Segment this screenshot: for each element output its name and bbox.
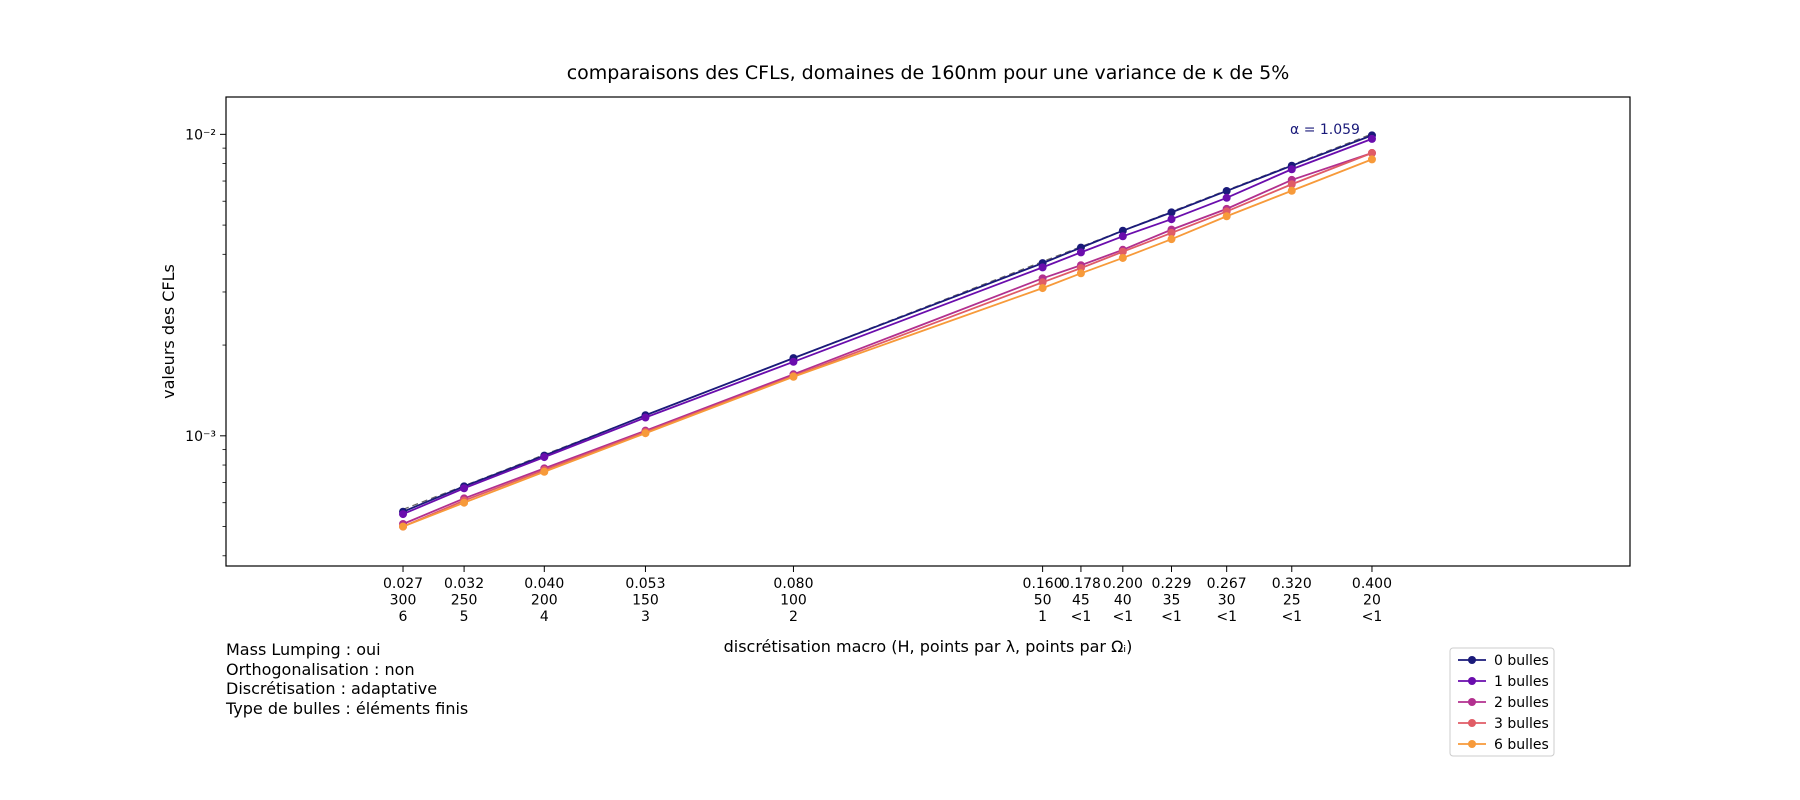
- legend-swatch-marker: [1468, 740, 1476, 748]
- x-tick-label: 150: [632, 593, 659, 609]
- data-point: [1038, 284, 1047, 293]
- x-tick-label: 4: [540, 609, 549, 625]
- data-point: [1367, 155, 1376, 164]
- note-mass-lumping: Mass Lumping : oui: [226, 640, 381, 659]
- x-tick-label: 0.160: [1023, 576, 1063, 592]
- data-point: [399, 510, 408, 519]
- data-point: [1287, 186, 1296, 195]
- x-tick-label: 0.320: [1272, 576, 1312, 592]
- data-point: [1038, 263, 1047, 272]
- y-axis-label: valeurs des CFLs: [159, 264, 178, 399]
- data-point: [1076, 248, 1085, 257]
- legend-label: 1 bulles: [1494, 674, 1549, 690]
- legend-box: [1449, 647, 1555, 757]
- data-point: [789, 357, 798, 366]
- data-point: [1167, 228, 1176, 237]
- series-line-1: [402, 138, 1373, 515]
- x-tick-label: 30: [1218, 593, 1236, 609]
- x-tick-label: 3: [641, 609, 650, 625]
- legend-swatch-marker: [1468, 677, 1476, 685]
- legend-label: 0 bulles: [1494, 653, 1549, 669]
- legend-swatch-marker: [1468, 656, 1476, 664]
- note-orthogonalisation: Orthogonalisation : non: [226, 659, 415, 679]
- x-tick-label: <1: [1161, 609, 1182, 625]
- x-tick-label: 40: [1114, 593, 1132, 609]
- x-tick-label: 0.080: [773, 576, 813, 592]
- data-point: [1287, 180, 1296, 189]
- x-tick-label: 50: [1034, 593, 1052, 609]
- data-point: [1167, 215, 1176, 224]
- x-tick-label: <1: [1281, 609, 1302, 625]
- x-tick-label: 25: [1283, 593, 1301, 609]
- x-tick-label: 5: [460, 609, 469, 625]
- data-point: [1118, 247, 1127, 256]
- data-point: [1118, 253, 1127, 262]
- data-point: [1038, 278, 1047, 287]
- data-point: [789, 372, 798, 381]
- data-point: [1118, 232, 1127, 241]
- x-axis-label: discrétisation macro (H, points par λ, p…: [724, 637, 1133, 656]
- data-point: [460, 484, 469, 493]
- y-tick-label: 10⁻²: [185, 127, 216, 143]
- x-tick-label: 0.200: [1103, 576, 1143, 592]
- x-tick-label: 0.267: [1207, 576, 1247, 592]
- series-line-4: [402, 158, 1373, 528]
- settings-notes: Mass Lumping : oui Orthogonalisation : n…: [226, 640, 468, 718]
- data-point: [1222, 193, 1231, 202]
- x-tick-label: 300: [390, 593, 417, 609]
- x-tick-label: 2: [789, 609, 798, 625]
- legend-swatch-marker: [1468, 719, 1476, 727]
- data-point: [540, 467, 549, 476]
- x-tick-label: <1: [1071, 609, 1092, 625]
- data-point: [460, 498, 469, 507]
- note-discretisation: Discrétisation : adaptative: [226, 679, 438, 698]
- data-point: [1222, 186, 1231, 195]
- data-point: [1222, 212, 1231, 221]
- x-tick-label: 100: [780, 593, 807, 609]
- x-tick-label: 0.053: [625, 576, 665, 592]
- legend-label: 3 bulles: [1494, 716, 1549, 732]
- x-tick-label: 200: [531, 593, 558, 609]
- x-tick-label: 0.032: [444, 576, 484, 592]
- x-tick-label: 0.178: [1061, 576, 1101, 592]
- legend-label: 6 bulles: [1494, 737, 1549, 753]
- x-tick-label: 6: [399, 609, 408, 625]
- x-tick-label: 0.400: [1352, 576, 1392, 592]
- x-tick-label: <1: [1216, 609, 1237, 625]
- alpha-annotation: α = 1.059: [1290, 122, 1360, 138]
- chart-title: comparaisons des CFLs, domaines de 160nm…: [567, 62, 1290, 84]
- data-point: [1367, 149, 1376, 158]
- series-line-2: [402, 152, 1373, 525]
- data-point: [1167, 235, 1176, 244]
- x-tick-label: 35: [1163, 593, 1181, 609]
- x-tick-label: 0.027: [383, 576, 423, 592]
- data-point: [1167, 208, 1176, 217]
- legend-label: 2 bulles: [1494, 695, 1549, 711]
- x-tick-label: 0.040: [524, 576, 564, 592]
- x-tick-label: 0.229: [1151, 576, 1191, 592]
- data-point: [399, 522, 408, 531]
- data-point: [1118, 226, 1127, 235]
- legend-swatch-marker: [1468, 698, 1476, 706]
- x-tick-label: <1: [1112, 609, 1133, 625]
- data-point: [1287, 165, 1296, 174]
- series-line-3: [402, 152, 1373, 528]
- data-point: [1076, 269, 1085, 278]
- data-point: [641, 429, 650, 438]
- data-point: [540, 453, 549, 462]
- plot-frame: [225, 96, 1631, 567]
- data-point: [641, 413, 650, 422]
- y-tick-label: 10⁻³: [185, 429, 216, 445]
- x-tick-label: 1: [1038, 609, 1047, 625]
- data-point: [1367, 134, 1376, 143]
- x-tick-label: 45: [1072, 593, 1090, 609]
- note-bubble-type: Type de bulles : éléments finis: [226, 698, 469, 718]
- series-line-0: [402, 134, 1373, 513]
- x-tick-label: 250: [451, 593, 478, 609]
- x-tick-label: <1: [1362, 609, 1383, 625]
- x-tick-label: 20: [1363, 593, 1381, 609]
